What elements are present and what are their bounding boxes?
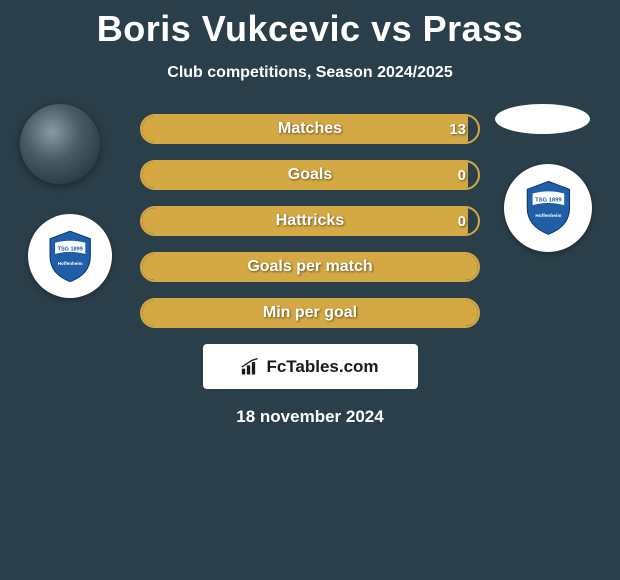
player1-photo (20, 104, 100, 184)
svg-text:Hoffenheim: Hoffenheim (535, 213, 561, 219)
branding-badge: FcTables.com (203, 344, 418, 389)
shield-icon: TSG 1899 Hoffenheim (45, 227, 95, 286)
svg-text:TSG 1899: TSG 1899 (535, 198, 562, 204)
stat-label: Goals (142, 162, 478, 188)
stat-row-hattricks: Hattricks 0 (140, 206, 480, 236)
shield-icon: TSG 1899 Hoffenheim (522, 177, 575, 239)
stat-row-min-per-goal: Min per goal (140, 298, 480, 328)
page-title: Boris Vukcevic vs Prass (0, 0, 620, 50)
subtitle: Club competitions, Season 2024/2025 (0, 64, 620, 82)
stat-label: Min per goal (142, 300, 478, 326)
branding-label: FcTables.com (266, 357, 378, 377)
stat-row-matches: Matches 13 (140, 114, 480, 144)
comparison-content: TSG 1899 Hoffenheim TSG 1899 Hoffenheim … (0, 114, 620, 427)
player2-club-logo: TSG 1899 Hoffenheim (504, 164, 592, 252)
stat-row-goals-per-match: Goals per match (140, 252, 480, 282)
stat-row-goals: Goals 0 (140, 160, 480, 190)
svg-text:Hoffenheim: Hoffenheim (58, 261, 83, 266)
bar-chart-icon (241, 358, 261, 376)
svg-text:TSG 1899: TSG 1899 (57, 246, 82, 252)
stat-bars: Matches 13 Goals 0 Hattricks 0 Goals per… (140, 114, 480, 328)
player1-club-logo: TSG 1899 Hoffenheim (28, 214, 112, 298)
date-label: 18 november 2024 (0, 407, 620, 427)
stat-value: 13 (449, 116, 466, 142)
stat-label: Goals per match (142, 254, 478, 280)
player2-photo (495, 104, 590, 134)
stat-label: Hattricks (142, 208, 478, 234)
stat-label: Matches (142, 116, 478, 142)
stat-value: 0 (458, 208, 466, 234)
stat-value: 0 (458, 162, 466, 188)
